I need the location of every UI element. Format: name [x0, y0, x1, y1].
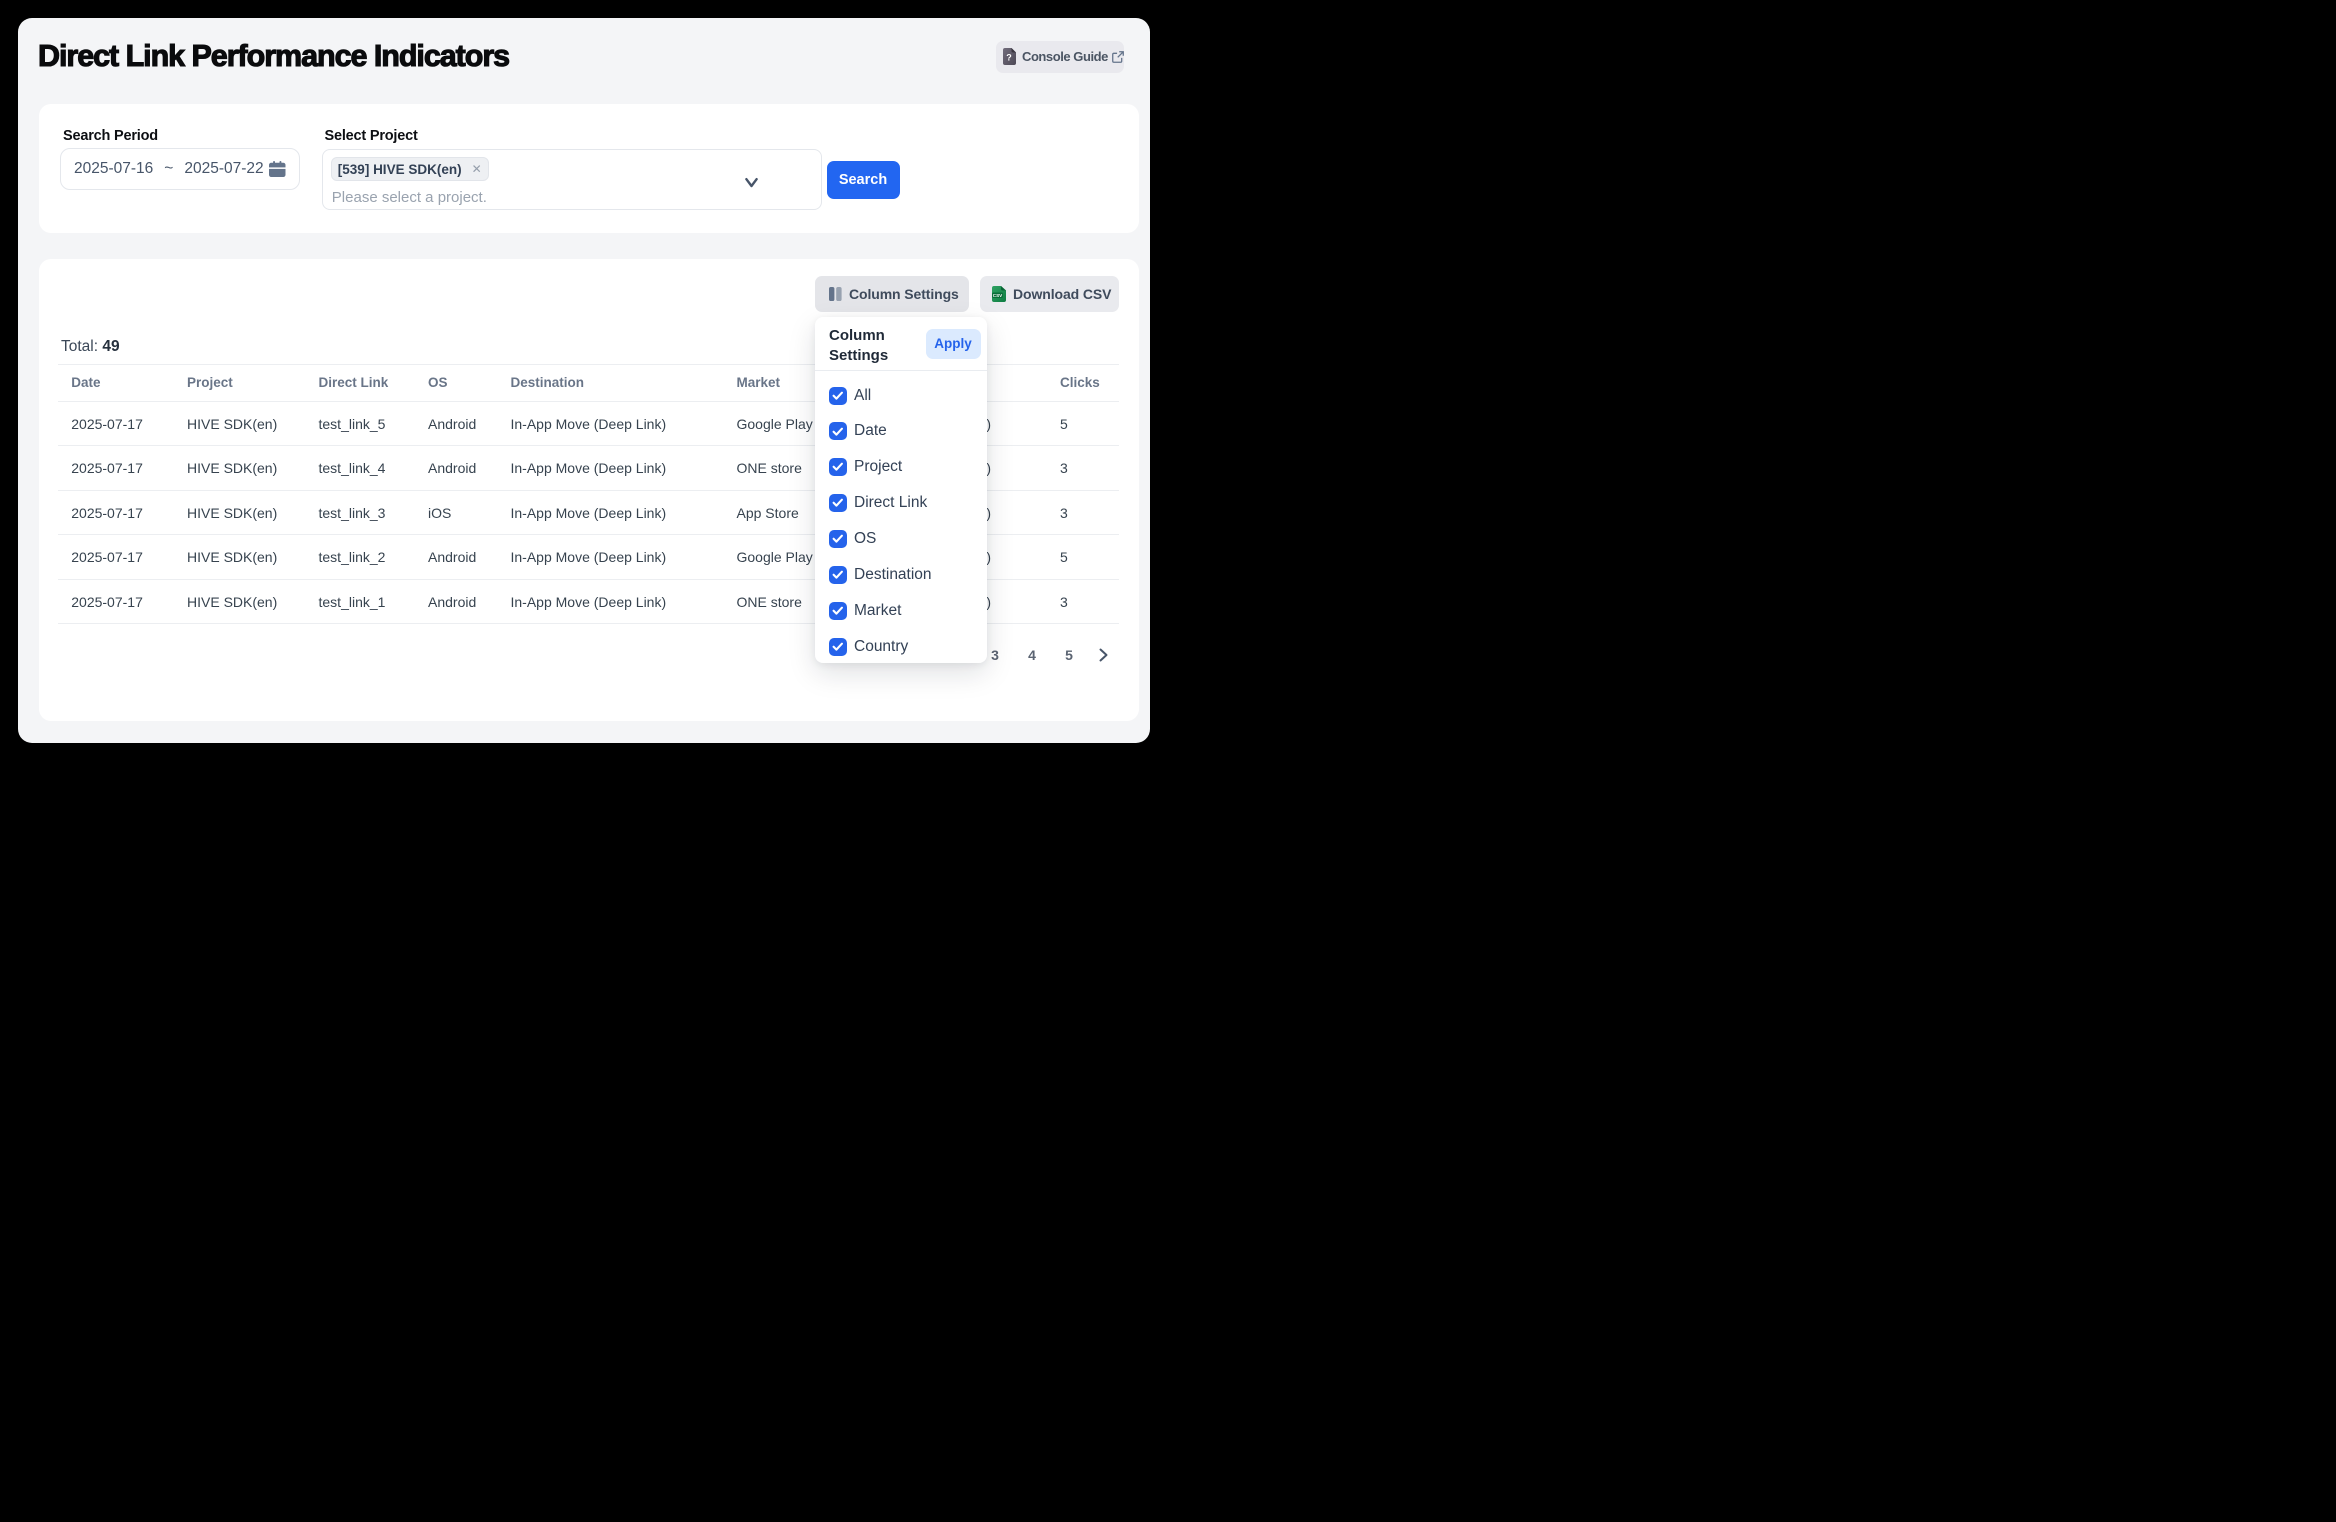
svg-text:?: ?	[1006, 53, 1012, 63]
svg-text:CSV: CSV	[993, 292, 1003, 297]
